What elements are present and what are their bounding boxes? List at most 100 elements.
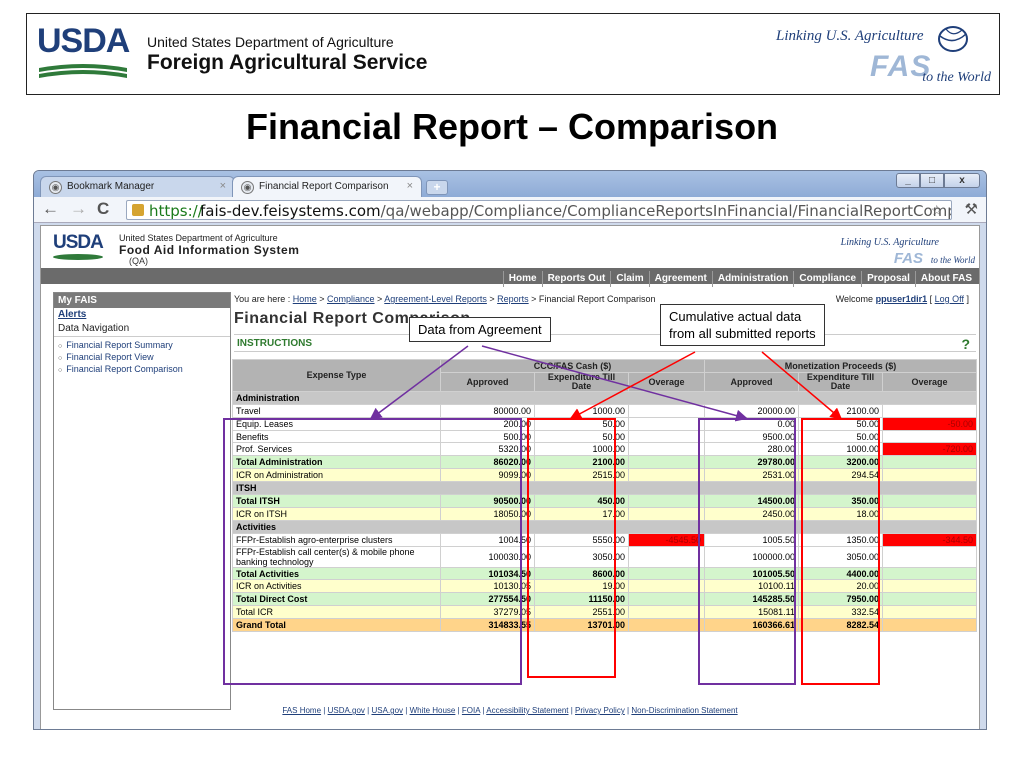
- value-cell-o2: [881, 429, 978, 444]
- table-body: Administration Travel 80000.00 1000.00 20000…: [231, 390, 978, 633]
- new-tab-button[interactable]: +: [426, 180, 448, 195]
- value-cell-e1: 17.00: [534, 506, 629, 521]
- instructions-bar[interactable]: INSTRUCTIONS ?: [234, 334, 976, 352]
- instructions-label[interactable]: INSTRUCTIONS: [237, 338, 312, 349]
- footer-link-privacy-policy[interactable]: Privacy Policy: [575, 706, 625, 715]
- back-button[interactable]: ←: [42, 199, 59, 218]
- value-cell-o1: [628, 618, 705, 633]
- alerts-link[interactable]: Alerts: [58, 309, 87, 320]
- nav-financial-report-comparison[interactable]: Financial Report Comparison: [58, 364, 230, 376]
- menu-item-administration[interactable]: Administration: [711, 271, 794, 287]
- value-cell-o1: [628, 403, 705, 418]
- header-cash-expenditure: Expenditure Till Date: [534, 371, 629, 392]
- tab-bookmark-manager[interactable]: ◉ Bookmark Manager ×: [40, 176, 235, 197]
- section-header: ITSH: [231, 481, 978, 496]
- address-bar[interactable]: https:// fais-dev.feisystems.com/qa/weba…: [126, 200, 952, 220]
- expense-type-cell: Travel: [232, 403, 441, 418]
- breadcrumb-separator: >: [486, 294, 498, 304]
- value-cell-o2: [881, 605, 978, 620]
- url-scheme: https://: [149, 202, 203, 220]
- value-cell-o1: -4545.50: [628, 532, 705, 547]
- report-nav-list: Financial Report Summary Financial Repor…: [54, 337, 230, 376]
- breadcrumb-link-compliance[interactable]: Compliance: [327, 294, 375, 304]
- breadcrumb-link-home[interactable]: Home: [292, 294, 317, 304]
- table-row: ICR on ITSH 18050.00 17.00 2450.00 18.00: [232, 506, 978, 521]
- fas-world-text: to the World: [922, 70, 991, 85]
- footer-link-usda-gov[interactable]: USDA.gov: [327, 706, 365, 715]
- reload-button[interactable]: C: [97, 199, 110, 218]
- agency-title: Foreign Agricultural Service: [147, 51, 428, 74]
- value-cell-o1: [628, 429, 705, 444]
- close-window-button[interactable]: x: [944, 173, 980, 188]
- footer-link-white-house[interactable]: White House: [409, 706, 456, 715]
- menu-item-compliance[interactable]: Compliance: [793, 271, 861, 287]
- menu-item-claim[interactable]: Claim: [610, 271, 648, 287]
- value-cell-o1: [628, 416, 705, 431]
- callout-line-1: Cumulative actual data: [669, 309, 802, 324]
- value-cell-o2: [881, 403, 978, 418]
- footer-link-non-discrimination-statement[interactable]: Non-Discrimination Statement: [631, 706, 738, 715]
- expense-type-cell: Total ICR: [232, 605, 441, 620]
- agency-name: United States Department of Agriculture …: [147, 34, 427, 75]
- nav-financial-report-summary[interactable]: Financial Report Summary: [58, 340, 230, 352]
- tab-financial-report-comparison[interactable]: ◉ Financial Report Comparison ×: [232, 176, 422, 197]
- menu-item-proposal[interactable]: Proposal: [861, 271, 915, 287]
- header-monet-approved: Approved: [704, 371, 799, 392]
- menu-item-agreement[interactable]: Agreement: [648, 271, 712, 287]
- close-tab-icon[interactable]: ×: [406, 180, 413, 192]
- nav-financial-report-view[interactable]: Financial Report View: [58, 352, 230, 364]
- maximize-button[interactable]: □: [920, 173, 944, 188]
- value-cell-e1: 1000.00: [534, 403, 629, 418]
- value-cell-o1: [628, 579, 705, 594]
- breadcrumb-separator: >: [528, 294, 539, 304]
- table-row: Total Direct Cost 277554.50 11150.00 145285…: [232, 592, 978, 607]
- main-menu: Home Reports Out Claim Agreement Administrat…: [41, 268, 979, 287]
- value-cell-a2: 29780.00: [704, 455, 799, 470]
- footer-link-foia[interactable]: FOIA: [461, 706, 481, 715]
- usda-logo-text: USDA: [37, 22, 130, 60]
- value-cell-e2: 3200.00: [798, 455, 883, 470]
- footer-link-usa-gov[interactable]: USA.gov: [371, 706, 404, 715]
- help-icon[interactable]: ?: [961, 336, 970, 352]
- system-name: Food Aid Information System: [119, 243, 300, 257]
- value-cell-e2: 18.00: [798, 506, 883, 521]
- welcome-area: Welcome ppuser1dir1 [ Log Off ]: [835, 294, 969, 304]
- table-row: Administration: [231, 390, 978, 405]
- header-monetization: Monetization Proceeds ($): [703, 359, 978, 373]
- value-cell-e2: 7950.00: [798, 592, 883, 607]
- left-navigation: My FAIS Alerts Data Navigation Financial…: [53, 292, 231, 710]
- fas-tagline: Linking U.S. Agriculture: [776, 28, 924, 44]
- value-cell-o2: [881, 618, 978, 633]
- footer-link-accessibility-statement[interactable]: Accessibility Statement: [486, 706, 569, 715]
- breadcrumb-separator: >: [316, 294, 327, 304]
- value-cell-e1: 11150.00: [534, 592, 629, 607]
- bookmark-star-icon[interactable]: ☆: [930, 202, 943, 218]
- table-row: Total ITSH 90500.00 450.00 14500.00 350.00: [232, 494, 978, 508]
- close-tab-icon[interactable]: ×: [219, 180, 226, 192]
- table-row: FFPr-Establish agro-enterprise clusters 1…: [232, 532, 978, 547]
- footer-link-fas-home[interactable]: FAS Home: [282, 706, 322, 715]
- menu-item-home[interactable]: Home: [502, 271, 542, 287]
- browser-toolbar: ← → C https:// fais-dev.feisystems.com/q…: [34, 197, 986, 223]
- cumulative-data-highlight-monetization: [801, 418, 880, 685]
- wrench-icon[interactable]: ⚒: [964, 201, 978, 218]
- forward-button[interactable]: →: [70, 199, 87, 218]
- fais-header: USDA United States Department of Agricul…: [41, 226, 979, 268]
- breadcrumb-link-reports[interactable]: Reports: [497, 294, 529, 304]
- globe-icon: [938, 26, 968, 52]
- breadcrumb-link-agreement-level-reports[interactable]: Agreement-Level Reports: [384, 294, 487, 304]
- url-text: fais-dev.feisystems.com/qa/webapp/Compli…: [200, 202, 951, 219]
- usda-fas-banner: USDA United States Department of Agricul…: [26, 13, 1000, 95]
- value-cell-o1: [628, 506, 705, 521]
- menu-item-reports-out[interactable]: Reports Out: [541, 271, 611, 287]
- breadcrumb-current: Financial Report Comparison: [538, 294, 656, 304]
- minimize-button[interactable]: _: [896, 173, 920, 188]
- menu-item-about-fas[interactable]: About FAS: [914, 271, 977, 287]
- fas-wordmark: FAS: [893, 250, 923, 267]
- table-row: Travel 80000.00 1000.00 20000.00 2100.00: [232, 403, 978, 418]
- username-link[interactable]: ppuser1dir1: [875, 294, 928, 304]
- value-cell-o2: [881, 506, 978, 521]
- value-cell-a2: 20000.00: [704, 403, 799, 418]
- header-monet-expenditure: Expenditure Till Date: [798, 371, 883, 392]
- log-off-link[interactable]: Log Off: [934, 294, 964, 304]
